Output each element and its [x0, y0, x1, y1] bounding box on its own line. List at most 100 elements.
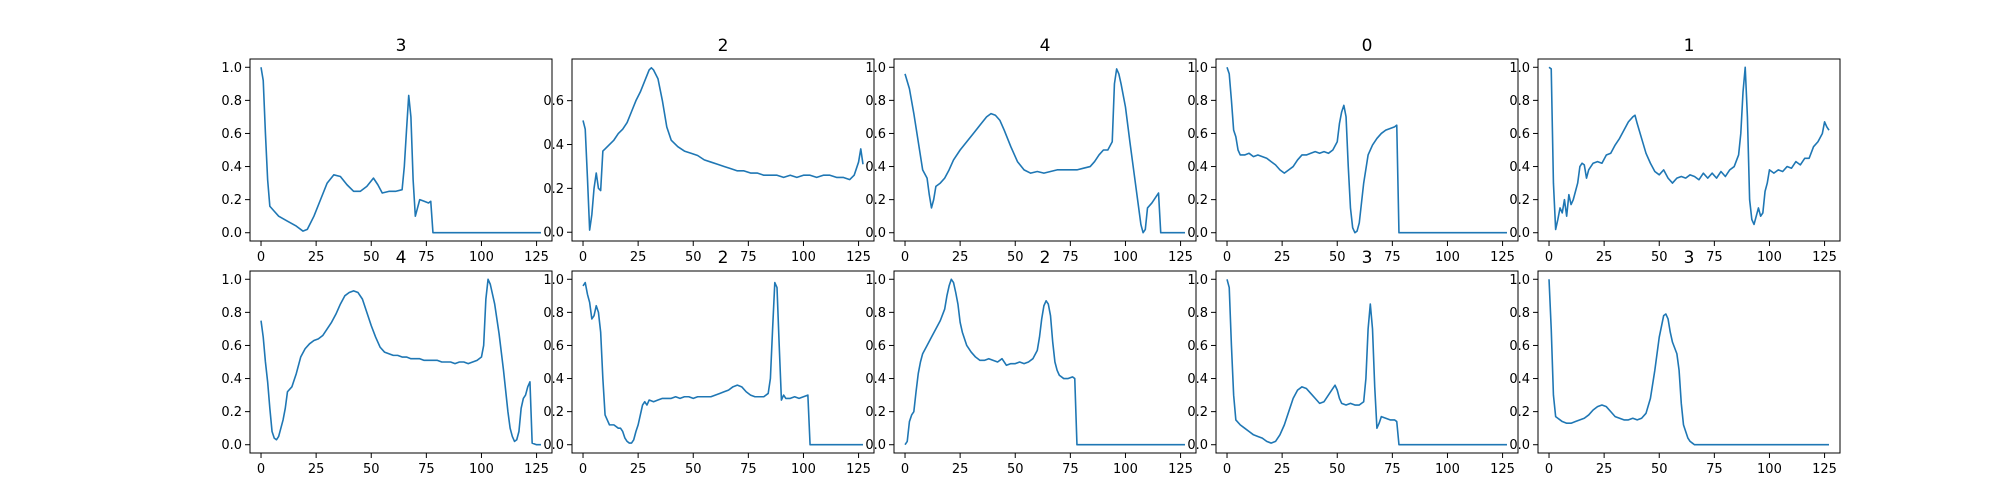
plot-frame [571, 58, 875, 242]
plot-frame [571, 270, 875, 454]
series-line [582, 281, 863, 446]
chart-panel-4: 0 0 25 50 75 100 125 0.0 0.2 0.4 0.6 0.8 1.0 [1187, 36, 1519, 265]
x-tick-label: 0 [579, 462, 587, 477]
x-tick-label: 25 [1274, 250, 1291, 265]
y-tick-label: 0.4 [1187, 372, 1208, 387]
chart-panel-8: 2 0 25 50 75 100 125 0.0 0.2 0.4 0.6 0.8 1.0 [865, 248, 1197, 477]
x-tick-label: 0 [1545, 250, 1553, 265]
y-tick-label: 0.2 [865, 193, 886, 208]
series-line [260, 67, 541, 234]
chart-title: 0 [1362, 36, 1373, 56]
y-tick-label: 1.0 [1187, 273, 1208, 288]
chart-panel-3: 4 0 25 50 75 100 125 0.0 0.2 0.4 0.6 0.8 1.0 [865, 36, 1197, 265]
x-tick-label: 100 [1435, 462, 1460, 477]
chart-title: 2 [718, 36, 729, 56]
y-tick-label: 0.6 [543, 339, 564, 354]
x-tick-label: 50 [1651, 462, 1668, 477]
y-tick-label: 0.0 [1509, 226, 1530, 241]
x-tick-label: 100 [791, 250, 816, 265]
x-tick-label: 125 [1490, 250, 1515, 265]
x-tick-label: 100 [791, 462, 816, 477]
y-tick-label: 0.0 [865, 226, 886, 241]
plot-frame [1537, 270, 1841, 454]
y-tick-label: 0.2 [1187, 405, 1208, 420]
x-tick-label: 75 [1706, 250, 1723, 265]
y-tick-label: 0.8 [865, 94, 886, 109]
x-tick-label: 25 [952, 250, 969, 265]
plot-frame [1215, 270, 1519, 454]
y-tick-label: 0.4 [1509, 372, 1530, 387]
x-tick-label: 50 [1007, 462, 1024, 477]
x-tick-label: 75 [1384, 250, 1401, 265]
plot-frame [249, 58, 553, 242]
series-line [1548, 66, 1830, 231]
chart-title: 4 [396, 248, 407, 268]
y-tick-label: 1.0 [1187, 61, 1208, 76]
x-tick-label: 125 [1812, 250, 1837, 265]
x-tick-label: 0 [579, 250, 587, 265]
x-tick-label: 25 [308, 250, 325, 265]
y-tick-label: 1.0 [1509, 273, 1530, 288]
y-tick-label: 0.4 [221, 372, 242, 387]
chart-title: 3 [396, 36, 407, 56]
x-tick-label: 50 [363, 462, 380, 477]
y-tick-label: 0.4 [221, 160, 242, 175]
y-tick-label: 0.4 [865, 372, 886, 387]
y-tick-label: 0.8 [865, 306, 886, 321]
x-tick-label: 75 [1706, 462, 1723, 477]
x-tick-label: 25 [630, 250, 647, 265]
y-tick-label: 0.8 [1187, 306, 1208, 321]
plot-frame [1215, 58, 1519, 242]
series-line [260, 278, 541, 446]
plot-frame [893, 58, 1197, 242]
series-line [904, 68, 1185, 234]
chart-title: 3 [1684, 248, 1695, 268]
x-tick-label: 100 [1113, 462, 1138, 477]
y-tick-label: 1.0 [865, 273, 886, 288]
y-tick-label: 0.4 [1187, 160, 1208, 175]
y-tick-label: 0.2 [221, 193, 242, 208]
x-tick-label: 100 [469, 250, 494, 265]
y-tick-label: 0.6 [1509, 339, 1530, 354]
x-tick-label: 125 [1168, 462, 1193, 477]
y-tick-label: 1.0 [221, 273, 242, 288]
x-tick-label: 125 [1812, 462, 1837, 477]
plot-frame [893, 270, 1197, 454]
y-tick-label: 0.2 [865, 405, 886, 420]
x-tick-label: 125 [846, 462, 871, 477]
x-tick-label: 50 [685, 250, 702, 265]
x-tick-label: 100 [469, 462, 494, 477]
x-tick-label: 100 [1435, 250, 1460, 265]
y-tick-label: 0.2 [221, 405, 242, 420]
y-tick-label: 0.2 [1509, 193, 1530, 208]
x-tick-label: 50 [1329, 462, 1346, 477]
y-tick-label: 1.0 [543, 273, 564, 288]
y-tick-label: 0.4 [865, 160, 886, 175]
y-tick-label: 0.4 [543, 372, 564, 387]
x-tick-label: 25 [1596, 462, 1613, 477]
x-tick-label: 0 [257, 250, 265, 265]
x-tick-label: 75 [740, 462, 757, 477]
y-tick-label: 0.4 [1509, 160, 1530, 175]
x-tick-label: 0 [901, 462, 909, 477]
x-tick-label: 25 [1274, 462, 1291, 477]
y-tick-label: 0.2 [1187, 193, 1208, 208]
x-tick-label: 50 [1007, 250, 1024, 265]
y-tick-label: 0.0 [1187, 226, 1208, 241]
y-tick-label: 0.6 [221, 127, 242, 142]
chart-title: 1 [1684, 36, 1695, 56]
chart-panel-9: 3 0 25 50 75 100 125 0.0 0.2 0.4 0.6 0.8 1.0 [1187, 248, 1519, 477]
x-tick-label: 25 [1596, 250, 1613, 265]
y-tick-label: 0.6 [221, 339, 242, 354]
y-tick-label: 0.0 [1509, 438, 1530, 453]
y-tick-label: 0.8 [543, 306, 564, 321]
y-tick-label: 0.6 [865, 339, 886, 354]
y-tick-label: 0.0 [865, 438, 886, 453]
y-tick-label: 1.0 [221, 61, 242, 76]
x-tick-label: 75 [1384, 462, 1401, 477]
x-tick-label: 100 [1113, 250, 1138, 265]
plot-frame [249, 270, 553, 454]
series-line [1548, 279, 1829, 446]
y-tick-label: 0.8 [221, 306, 242, 321]
